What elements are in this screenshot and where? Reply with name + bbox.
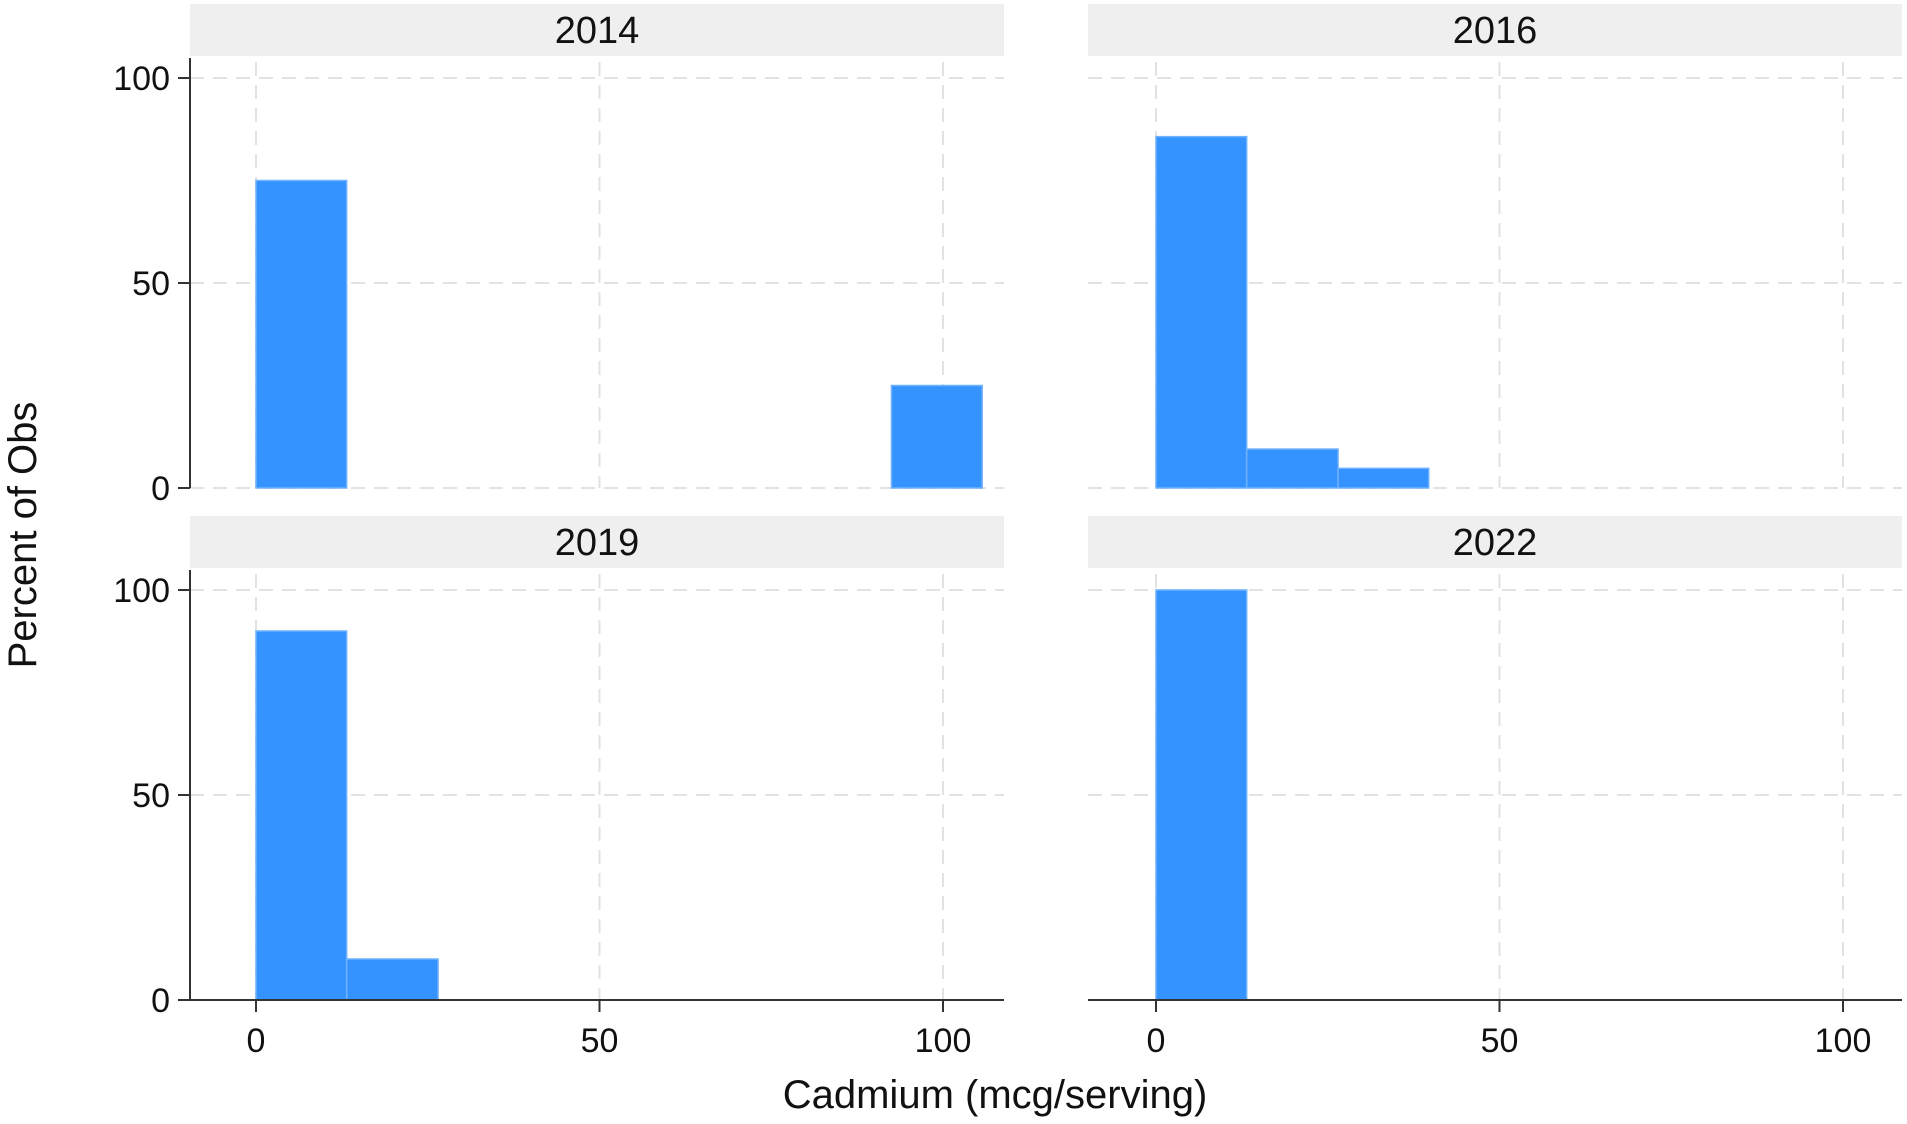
panel-title: 2016: [1453, 10, 1538, 52]
panel-2014: 2014 0 50 100: [113, 4, 1004, 508]
y-tick-label: 100: [113, 60, 170, 98]
x-tick-label: 100: [915, 1022, 972, 1060]
x-axis-title: Cadmium (mcg/serving): [783, 1073, 1208, 1117]
y-axis-title: Percent of Obs: [1, 402, 45, 669]
x-tick-label: 50: [1481, 1022, 1519, 1060]
bar: [890, 384, 983, 489]
y-tick-label: 0: [151, 470, 170, 508]
bar: [1337, 467, 1430, 489]
panel-2022: 2022 0 50 100: [1088, 516, 1902, 1060]
panel-strip: [1088, 516, 1902, 568]
bar: [1245, 448, 1339, 489]
x-tick-label: 100: [1815, 1022, 1872, 1060]
y-tick-label: 0: [151, 982, 170, 1020]
bar: [255, 179, 348, 489]
x-tick-label: 0: [1147, 1022, 1166, 1060]
panel-strip: [1088, 4, 1902, 56]
panel-strip: [190, 516, 1004, 568]
panel-strip: [190, 4, 1004, 56]
y-tick-label: 50: [132, 265, 170, 303]
bar: [345, 958, 439, 1001]
panel-title: 2019: [555, 522, 640, 564]
panel-title: 2014: [555, 10, 640, 52]
panel-2019: 2019 0 50 100 0 50 100: [113, 516, 1004, 1060]
x-tick-label: 0: [247, 1022, 266, 1060]
y-tick-label: 50: [132, 777, 170, 815]
bar: [255, 630, 348, 1001]
bar: [1155, 589, 1248, 1001]
panel-2016: 2016: [1088, 4, 1902, 489]
panel-title: 2022: [1453, 522, 1538, 564]
y-tick-label: 100: [113, 572, 170, 610]
bar: [1155, 135, 1248, 489]
x-tick-label: 50: [581, 1022, 619, 1060]
